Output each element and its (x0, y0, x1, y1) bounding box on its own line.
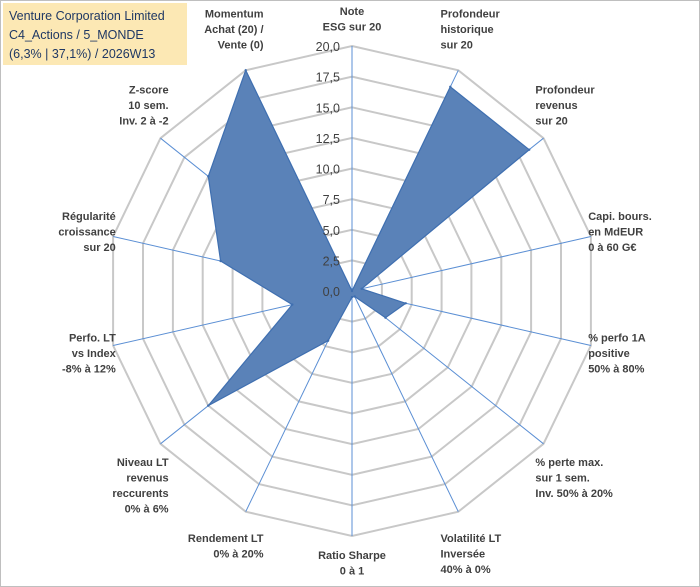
title-line-3: (6,3% | 37,1%) / 2026W13 (9, 47, 156, 61)
title-box: Venture Corporation Limited C4_Actions /… (3, 3, 187, 65)
data-point-13 (244, 69, 247, 72)
tick-label-5: 12,5 (316, 132, 340, 146)
axis-label-6: Volatilité LT Inversée 40% à 0% (441, 533, 502, 576)
tick-label-3: 7,5 (323, 193, 340, 207)
title-line-2: C4_Actions / 5_MONDE (9, 28, 144, 42)
axis-label-3: Capi. bours. en MdEUR 0 à 60 G€ (588, 211, 652, 254)
data-point-10 (291, 303, 294, 306)
tick-label-0: 0,0 (323, 285, 340, 299)
tick-label-8: 20,0 (316, 40, 340, 54)
tick-label-4: 10,0 (316, 163, 340, 177)
data-point-9 (207, 404, 210, 407)
data-point-4 (404, 302, 407, 305)
axis-label-1: Profondeur historique sur 20 (441, 9, 501, 52)
spoke-3 (351, 236, 592, 292)
tick-label-6: 15,0 (316, 101, 340, 115)
axis-label-13: Momentum Achat (20) / Vente (0) (204, 9, 264, 52)
tick-label-1: 2,5 (323, 254, 340, 268)
data-point-11 (219, 259, 222, 263)
data-point-6 (353, 295, 356, 298)
axis-label-7: Ratio Sharpe 0 à 1 (318, 550, 386, 578)
axis-label-4: % perfo 1A positive 50% à 80% (588, 333, 646, 376)
axis-label-9: Niveau LT revenus reccurents 0% à 6% (112, 457, 169, 516)
data-point-12 (207, 175, 210, 178)
data-point-1 (449, 85, 452, 89)
axis-label-8: Rendement LT 0% à 20% (188, 533, 264, 561)
axis-label-5: % perte max. sur 1 sem. Inv. 50% à 20% (535, 457, 613, 500)
data-point-0 (350, 289, 354, 293)
data-point-2 (528, 148, 531, 151)
spoke-6 (351, 290, 459, 512)
axis-label-11: Régularité croissance sur 20 (58, 211, 115, 254)
tick-label-2: 5,0 (323, 224, 340, 238)
tick-label-7: 17,5 (316, 71, 340, 85)
title-line-1: Venture Corporation Limited (9, 9, 165, 23)
data-point-5 (384, 316, 387, 319)
axis-label-12: Z-score 10 sem. Inv. 2 à -2 (119, 84, 168, 127)
axis-label-0: Note ESG sur 20 (323, 6, 382, 34)
data-point-7 (350, 295, 354, 299)
data-point-3 (360, 287, 363, 290)
series-area (207, 68, 531, 407)
data-point-8 (326, 339, 330, 342)
axis-label-2: Profondeur revenus sur 20 (535, 84, 595, 127)
axis-label-10: Perfo. LT vs Index -8% à 12% (62, 333, 117, 376)
